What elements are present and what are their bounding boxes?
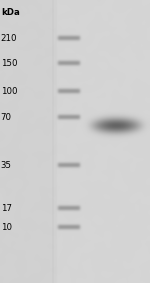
Text: kDa: kDa (1, 8, 20, 17)
Text: 210: 210 (1, 34, 17, 43)
Text: 17: 17 (1, 203, 12, 213)
Text: 100: 100 (1, 87, 17, 97)
Text: 35: 35 (1, 161, 12, 170)
Text: 70: 70 (1, 113, 12, 122)
Text: 150: 150 (1, 59, 17, 68)
Text: 10: 10 (1, 223, 12, 232)
